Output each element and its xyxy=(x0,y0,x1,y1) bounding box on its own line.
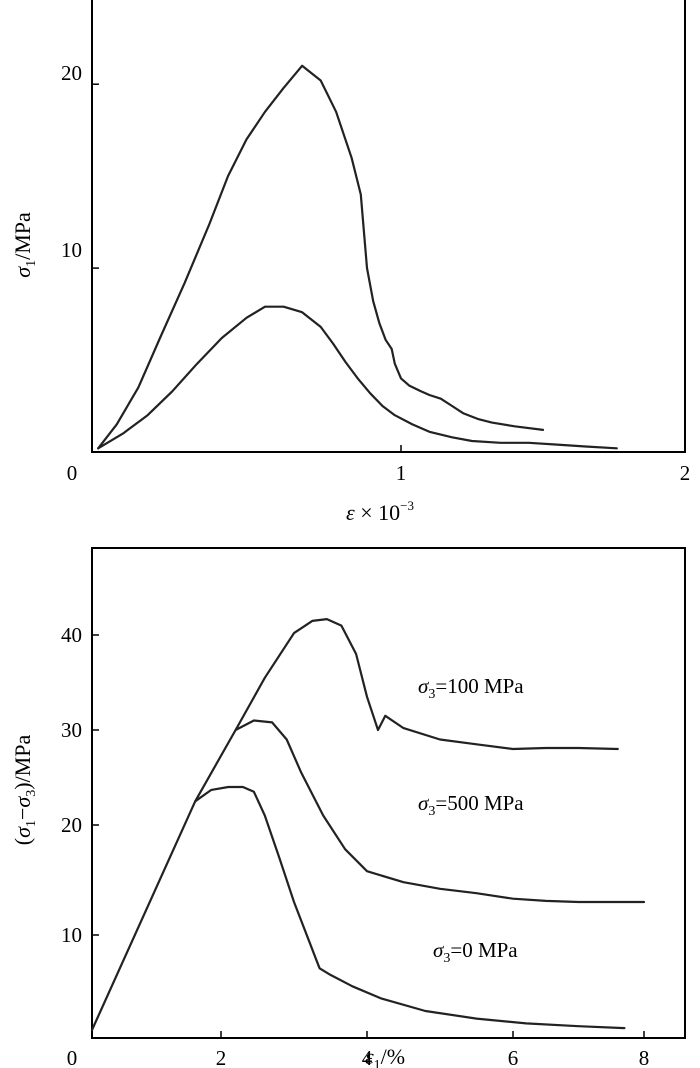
series-label-100-symbol: σ xyxy=(418,674,430,698)
series-label-500-text: =500 MPa xyxy=(435,791,524,815)
bottom-series-0-line xyxy=(194,785,626,1030)
series-label-500: σ3=500 MPa xyxy=(418,791,524,819)
series-label-0-symbol: σ xyxy=(433,938,445,962)
top-x-axis-label-symbol: ε xyxy=(346,500,355,525)
bottom-y-tick-label-40: 40 xyxy=(61,623,82,647)
top-series-0-line xyxy=(97,64,545,450)
top-x-axis-label: ε × 10−3 xyxy=(346,498,414,525)
bottom-x-tick-label-8: 8 xyxy=(639,1046,650,1068)
top-x-tick-label-2: 2 xyxy=(680,461,691,485)
top-x-axis-label-exponent: −3 xyxy=(400,498,414,513)
bottom-x-tick-label-4: 4 xyxy=(362,1046,373,1068)
top-y-tick-label-20: 20 xyxy=(61,61,82,85)
series-label-0: σ3=0 MPa xyxy=(433,938,518,966)
bottom-chart: 0 2 4 6 8 10 20 30 40 (σ1−σ3)/MPa σ3=100… xyxy=(10,547,686,1068)
series-label-0-sub: 3 xyxy=(443,951,450,966)
series-label-500-symbol: σ xyxy=(418,791,430,815)
bottom-x-tick-label-2: 2 xyxy=(216,1046,227,1068)
top-ticks xyxy=(91,83,686,452)
top-series-1-line xyxy=(97,305,618,450)
bottom-plot-frame xyxy=(91,547,686,1039)
bottom-x-axis-label-symbol: ε xyxy=(365,1044,374,1068)
bottom-ticks xyxy=(91,634,645,1038)
bottom-series-500-line xyxy=(234,719,646,904)
bottom-y-axis-label-sub1: 1 xyxy=(24,820,39,827)
series-label-500-sub: 3 xyxy=(428,804,435,819)
top-y-axis-label-text: /MPa xyxy=(10,212,35,260)
bottom-series-100-line xyxy=(90,618,619,1032)
series-label-100-sub: 3 xyxy=(428,687,435,702)
top-y-axis-label-sub: 1 xyxy=(24,260,39,267)
top-plot-frame xyxy=(91,0,686,453)
bottom-y-axis-label-minus: − xyxy=(10,808,35,820)
bottom-x-axis-label-rendered: ε1/% xyxy=(365,1044,405,1068)
bottom-y-axis-label-open: ( xyxy=(10,838,35,845)
series-label-100: σ3=100 MPa xyxy=(418,674,524,702)
bottom-y-axis-label-text: )/MPa xyxy=(10,735,35,790)
top-y-axis-label-symbol: σ xyxy=(10,266,35,278)
series-label-100-text: =100 MPa xyxy=(435,674,524,698)
bottom-y-axis-label-sub3: 3 xyxy=(24,790,39,797)
series-label-0-text: =0 MPa xyxy=(450,938,518,962)
bottom-x-tick-label-6: 6 xyxy=(508,1046,519,1068)
bottom-y-tick-label-30: 30 xyxy=(61,718,82,742)
top-y-axis-label: σ1/MPa xyxy=(10,212,39,278)
top-chart: 0 1 2 10 20 ε × 10−3 σ1/MPa xyxy=(10,0,690,525)
top-curves xyxy=(97,64,618,450)
bottom-y-axis-label-sigma1: σ xyxy=(10,826,35,838)
top-x-axis-label-text: × 10 xyxy=(355,500,400,525)
top-y-tick-label-10: 10 xyxy=(61,238,82,262)
bottom-curves xyxy=(90,618,646,1032)
top-x-tick-label-0: 0 xyxy=(67,461,78,485)
bottom-x-tick-label-0: 0 xyxy=(67,1046,78,1068)
bottom-x-axis-label-sub: 1 xyxy=(374,1058,381,1068)
bottom-y-tick-label-10: 10 xyxy=(61,923,82,947)
bottom-y-tick-label-20: 20 xyxy=(61,813,82,837)
top-x-tick-label-1: 1 xyxy=(396,461,407,485)
bottom-y-axis-label: (σ1−σ3)/MPa xyxy=(10,735,39,846)
bottom-x-axis-label-text: /% xyxy=(381,1044,405,1068)
bottom-y-axis-label-sigma3: σ xyxy=(10,796,35,808)
